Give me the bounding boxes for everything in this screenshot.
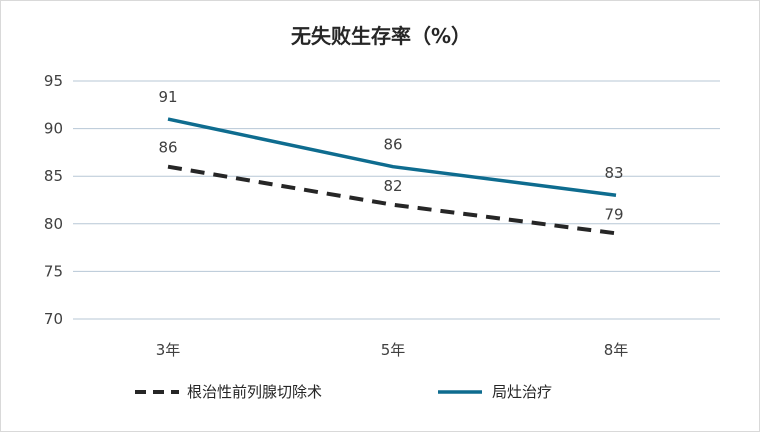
x-tick-label: 3年 [156, 341, 181, 359]
data-label: 91 [158, 88, 177, 106]
data-label: 86 [383, 136, 402, 154]
data-label: 83 [604, 164, 623, 182]
y-tick-label: 95 [44, 72, 63, 90]
y-tick-label: 85 [44, 167, 63, 185]
data-labels: 86 82 79 91 86 83 [158, 88, 623, 223]
y-tick-label: 80 [44, 215, 63, 233]
series-lines [167, 117, 617, 236]
x-tick-label: 8年 [604, 341, 629, 359]
grid-lines [73, 80, 720, 320]
y-tick-label: 70 [44, 310, 63, 328]
legend: 根治性前列腺切除术 局灶治疗 [135, 383, 552, 401]
series-line-1 [167, 117, 617, 197]
legend-label-0: 根治性前列腺切除术 [187, 383, 322, 401]
x-tick-label: 5年 [381, 341, 406, 359]
data-label: 82 [383, 177, 402, 195]
y-axis: 95 90 85 80 75 70 [44, 72, 63, 328]
data-label: 86 [158, 139, 177, 157]
series-line-0 [167, 164, 617, 236]
chart-title: 无失败生存率（%） [291, 24, 471, 48]
y-tick-label: 75 [44, 262, 63, 280]
x-axis: 3年 5年 8年 [156, 341, 629, 359]
y-tick-label: 90 [44, 120, 63, 138]
data-label: 79 [604, 205, 623, 223]
legend-label-1: 局灶治疗 [492, 383, 552, 401]
